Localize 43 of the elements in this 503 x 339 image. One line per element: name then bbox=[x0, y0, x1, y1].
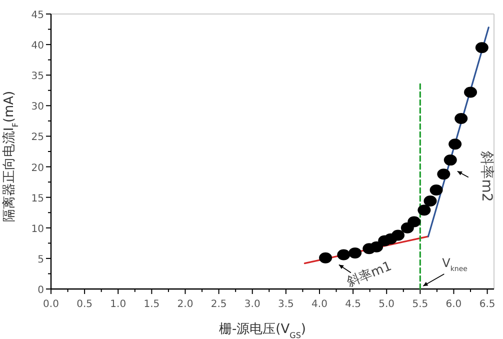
y-tick-label: 35 bbox=[31, 71, 44, 82]
point bbox=[437, 168, 450, 180]
point bbox=[392, 230, 405, 241]
x-tick-label: 6.5 bbox=[479, 299, 496, 310]
y-tick-label: 45 bbox=[31, 10, 44, 21]
x-tick-label: 1.0 bbox=[110, 299, 126, 310]
x-tick-label: 2.5 bbox=[210, 299, 227, 310]
point bbox=[454, 113, 468, 124]
point bbox=[370, 241, 384, 252]
point bbox=[448, 138, 462, 150]
annotation: 斜率m1 bbox=[344, 258, 394, 290]
point bbox=[418, 204, 431, 216]
point bbox=[319, 252, 332, 264]
x-tick-label: 3.5 bbox=[278, 299, 294, 310]
x-tick-label: 2.0 bbox=[177, 299, 194, 310]
point bbox=[464, 86, 478, 98]
y-tick-label: 30 bbox=[31, 102, 44, 113]
y-tick-label: 5 bbox=[38, 254, 44, 266]
point bbox=[430, 184, 443, 196]
annotation: V$_{knee}$ bbox=[442, 256, 468, 273]
x-tick-label: 6.0 bbox=[446, 299, 462, 310]
y-tick-label: 15 bbox=[31, 193, 44, 204]
x-tick-label: 0.5 bbox=[76, 299, 93, 310]
x-tick-label: 1.5 bbox=[144, 299, 160, 310]
annotation: 斜率m2 bbox=[478, 151, 494, 202]
x-axis-title: 栅-源电压(V$_{GS}$) bbox=[218, 322, 306, 339]
y-tick-label: 10 bbox=[31, 224, 44, 235]
x-tick-label: 4.0 bbox=[312, 299, 328, 310]
x-tick-label: 3.0 bbox=[244, 299, 260, 310]
point bbox=[337, 249, 350, 260]
x-tick-label: 5.0 bbox=[378, 299, 395, 310]
x-tick-label: 5.5 bbox=[412, 299, 428, 310]
point bbox=[424, 196, 437, 206]
y-tick-label: 20 bbox=[31, 162, 44, 174]
x-tick-label: 0.0 bbox=[43, 299, 59, 310]
point bbox=[475, 42, 488, 54]
point bbox=[408, 216, 421, 228]
y-tick-label: 40 bbox=[31, 40, 44, 52]
point bbox=[348, 247, 362, 258]
point bbox=[444, 154, 457, 166]
y-tick-label: 25 bbox=[31, 132, 44, 144]
x-tick-label: 4.5 bbox=[345, 299, 361, 310]
y-tick-label: 0 bbox=[38, 285, 44, 296]
